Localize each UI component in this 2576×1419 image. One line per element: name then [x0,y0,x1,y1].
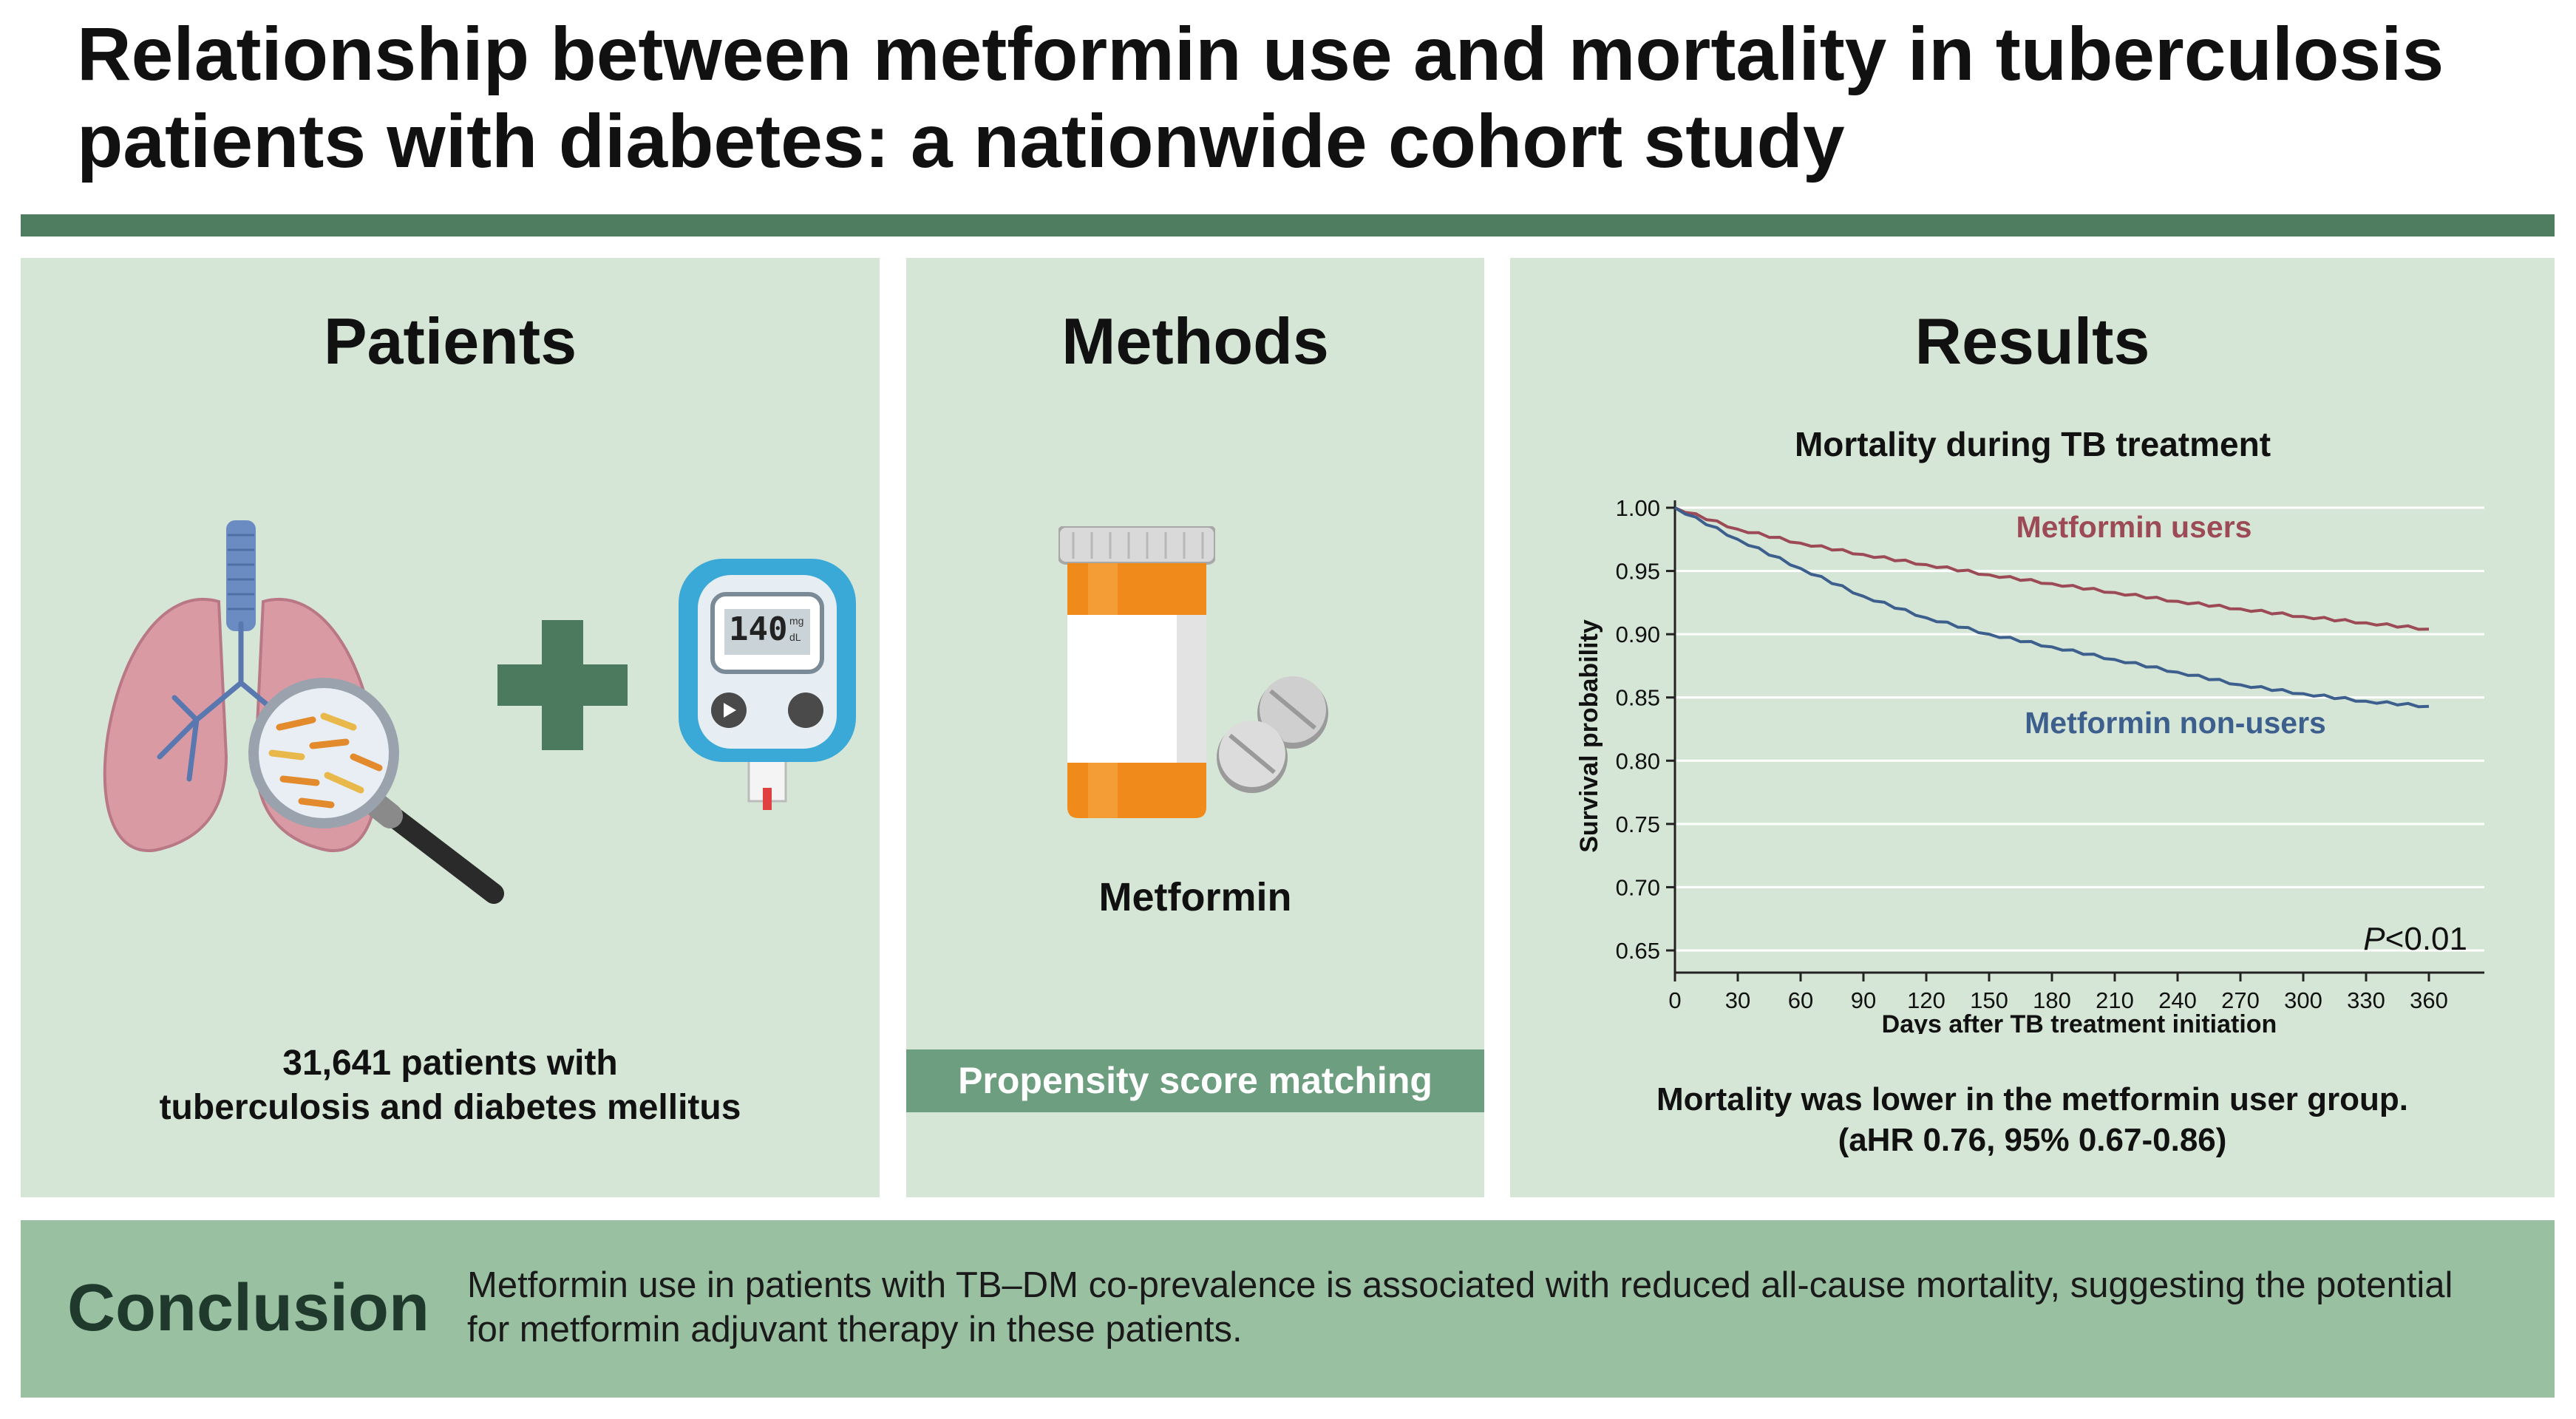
x-tick-label: 360 [2410,987,2448,1013]
x-tick-label: 330 [2347,987,2385,1013]
magnifier-icon [248,678,504,904]
series-label-users: Metformin users [2016,510,2252,544]
title-line-1: Relationship between metformin use and m… [77,12,2444,96]
pill-bottle-icon [1058,526,1215,818]
x-tick-label: 0 [1668,987,1681,1013]
methods-panel: Methods Metformin Propensity score match… [906,258,1484,1197]
y-tick-label: 0.70 [1616,874,1660,900]
x-tick-label: 210 [2096,987,2134,1013]
conclusion-panel: Conclusion Metformin use in patients wit… [21,1220,2555,1398]
x-tick-label: 30 [1725,987,1750,1013]
chart-title: Mortality during TB treatment [1795,425,2271,463]
plus-icon [497,620,628,750]
patients-heading: Patients [323,304,577,378]
conclusion-text-line-1: Metformin use in patients with TB–DM co-… [467,1265,2453,1305]
x-tick-label: 180 [2033,987,2071,1013]
y-ticks: 0.65 0.70 0.75 0.80 0.85 0.90 0.95 1.00 [1616,495,1675,964]
p-value-letter: P [2363,921,2385,957]
conclusion-text-line-2: for metformin adjuvant therapy in these … [467,1310,1243,1350]
x-tick-label: 300 [2284,987,2322,1013]
methods-drug-label: Metformin [1098,875,1292,919]
x-axis-label: Days after TB treatment initiation [1882,1010,2277,1034]
series-line-users [1674,506,2430,631]
glucometer-icon: 140 mg dL [679,559,856,810]
header-divider [21,214,2555,236]
y-axis-label: Survival probability [1575,619,1603,853]
series-lines [1673,506,2430,709]
x-tick-label: 90 [1851,987,1876,1013]
tablet-icon [1217,676,1328,793]
conclusion-text: Metformin use in patients with TB–DM co-… [467,1263,2522,1352]
results-summary-line-1: Mortality was lower in the metformin use… [1656,1081,2409,1117]
results-summary-line-2: (aHR 0.76, 95% 0.67-0.86) [1838,1122,2227,1158]
survival-chart: Mortality during TB treatment 0.650.700.… [1575,425,2484,1034]
x-tick-label: 60 [1788,987,1813,1013]
p-value-rest: <0.01 [2385,921,2467,957]
y-tick-label: 0.65 [1616,938,1660,964]
y-tick-label: 0.85 [1616,685,1660,711]
glucometer-unit-top: mg [789,615,804,627]
glucometer-unit-bottom: dL [789,631,801,643]
series-label-nonusers: Metformin non-users [2025,706,2326,740]
x-tick-label: 120 [1907,987,1945,1013]
y-tick-label: 0.80 [1616,748,1660,774]
y-tick-label: 0.90 [1616,622,1660,647]
p-value-annotation: P<0.01 [2363,921,2467,957]
x-ticks: 0 30 60 90 120 150 180 210 240 270 300 330 360 [1668,973,2448,1013]
results-panel: Results Mortality during TB treatment 0.… [1510,258,2555,1197]
patients-caption-line-2: tuberculosis and diabetes mellitus [159,1088,741,1127]
results-heading: Results [1914,304,2150,378]
page-title: Relationship between metformin use and m… [77,10,2516,185]
results-summary: Mortality was lower in the metformin use… [1510,1079,2555,1160]
x-tick-label: 270 [2221,987,2260,1013]
y-tick-label: 0.95 [1616,559,1660,585]
series-line-nonusers [1673,506,2430,709]
glucometer-reading: 140 [729,610,788,648]
y-tick-label: 1.00 [1616,495,1660,521]
x-tick-label: 150 [1970,987,2008,1013]
x-tick-label: 240 [2158,987,2197,1013]
methods-heading: Methods [1061,304,1329,378]
y-tick-label: 0.75 [1616,811,1660,837]
conclusion-heading: Conclusion [67,1271,429,1345]
patients-caption: 31,641 patients with tuberculosis and di… [21,1041,880,1130]
chart-gridlines [1675,506,2484,952]
propensity-band: Propensity score matching [906,1049,1484,1112]
title-line-2: patients with diabetes: a nationwide coh… [77,99,1845,183]
patients-panel: Patients [21,258,880,1197]
patients-caption-line-1: 31,641 patients with [282,1044,618,1083]
